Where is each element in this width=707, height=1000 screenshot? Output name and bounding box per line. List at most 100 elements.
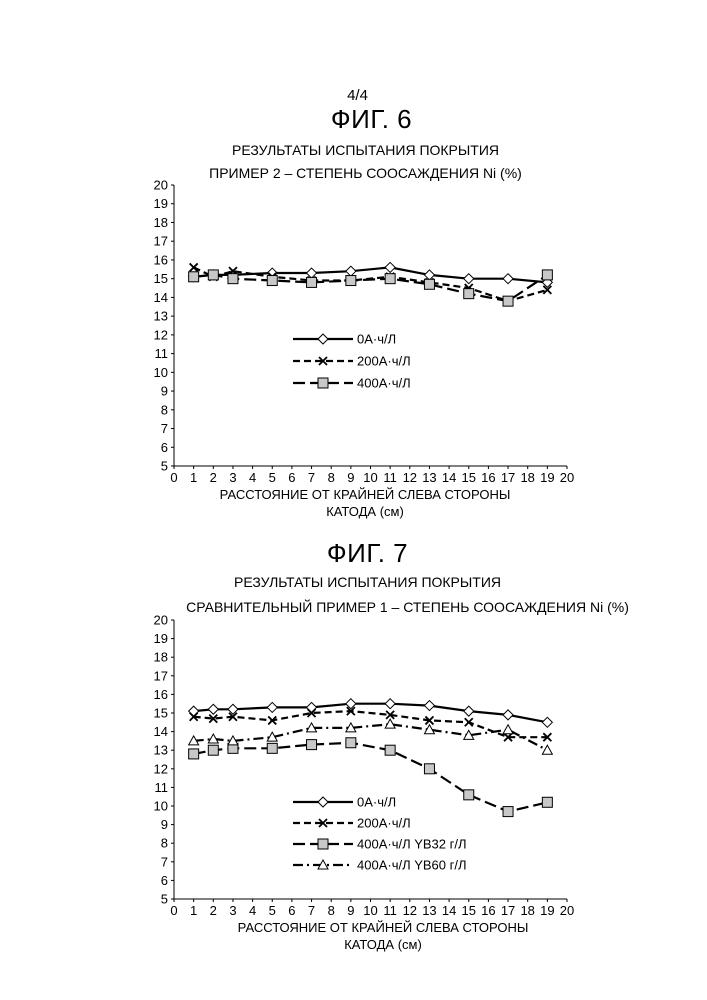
y-tick-label: 7 (161, 854, 168, 869)
x-tick-label: 6 (288, 470, 295, 485)
data-point (385, 745, 395, 755)
data-point (208, 745, 218, 755)
data-point (424, 764, 434, 774)
y-tick-label: 5 (161, 459, 168, 474)
x-tick-label: 19 (540, 903, 554, 918)
data-point (385, 262, 395, 272)
data-point (424, 701, 434, 711)
legend-label: 0А·ч/Л (357, 332, 396, 347)
x-tick-label: 0 (170, 903, 177, 918)
x-tick-label: 16 (481, 903, 495, 918)
x-tick-label: 7 (308, 470, 315, 485)
y-tick-label: 14 (154, 724, 168, 739)
data-point (464, 289, 474, 299)
data-point (346, 276, 356, 286)
y-tick-label: 7 (161, 421, 168, 436)
legend-label: 200А·ч/Л (357, 816, 411, 831)
data-point (190, 263, 198, 271)
x-tick-label: 20 (560, 470, 574, 485)
y-tick-label: 12 (154, 327, 168, 342)
legend: 0А·ч/Л200А·ч/Л400А·ч/Л YB32 г/Л400А·ч/Л … (293, 795, 467, 873)
x-tick-label: 18 (520, 470, 534, 485)
y-tick-label: 11 (155, 780, 169, 795)
x-tick-label: 3 (229, 470, 236, 485)
legend-label: 400А·ч/Л YB60 г/Л (357, 858, 467, 873)
data-point (267, 702, 277, 712)
legend-marker (318, 797, 328, 807)
figure-7-subtitle: РЕЗУЛЬТАТЫ ИСПЫТАНИЯ ПОКРЫТИЯ (14, 574, 707, 590)
data-point (464, 274, 474, 284)
x-axis-label: КАТОДА (см) (326, 504, 404, 519)
x-tick-label: 12 (403, 903, 417, 918)
data-point (307, 702, 317, 712)
legend-label: 200А·ч/Л (357, 354, 411, 369)
figure-7-title: ФИГ. 7 (14, 538, 707, 569)
data-point (503, 710, 513, 720)
y-tick-label: 6 (161, 873, 168, 888)
y-tick-label: 19 (154, 631, 168, 646)
x-tick-label: 0 (170, 470, 177, 485)
x-tick-label: 2 (210, 470, 217, 485)
data-point (189, 749, 199, 759)
x-tick-label: 10 (363, 903, 377, 918)
y-tick-label: 20 (154, 178, 168, 193)
y-tick-label: 9 (161, 817, 168, 832)
y-tick-label: 16 (154, 687, 168, 702)
x-tick-label: 1 (190, 903, 197, 918)
x-tick-label: 8 (328, 470, 335, 485)
y-tick-label: 18 (154, 215, 168, 230)
x-tick-label: 9 (347, 903, 354, 918)
y-tick-label: 17 (154, 234, 168, 249)
x-tick-label: 4 (249, 903, 256, 918)
data-point (189, 272, 199, 282)
data-point (424, 279, 434, 289)
x-tick-label: 11 (383, 470, 397, 485)
y-tick-label: 10 (154, 365, 168, 380)
y-tick-label: 13 (154, 743, 168, 758)
x-tick-label: 15 (462, 470, 476, 485)
x-tick-label: 20 (560, 903, 574, 918)
data-point (542, 745, 552, 754)
figure-7-chart: 5678910111213141516171819200123456789101… (0, 608, 707, 968)
y-tick-label: 14 (154, 290, 168, 305)
x-tick-label: 2 (210, 903, 217, 918)
x-tick-label: 17 (501, 903, 515, 918)
y-tick-label: 17 (154, 668, 168, 683)
x-tick-label: 4 (249, 470, 256, 485)
x-tick-label: 7 (308, 903, 315, 918)
legend-label: 400А·ч/Л YB32 г/Л (357, 837, 467, 852)
x-tick-label: 3 (229, 903, 236, 918)
y-tick-label: 19 (154, 196, 168, 211)
data-point (346, 266, 356, 276)
x-tick-label: 8 (328, 903, 335, 918)
x-tick-label: 12 (403, 470, 417, 485)
data-point (208, 704, 218, 714)
data-point (267, 743, 277, 753)
x-tick-label: 6 (288, 903, 295, 918)
x-tick-label: 13 (422, 470, 436, 485)
data-point (503, 807, 513, 817)
figure-6-title: ФИГ. 6 (18, 104, 707, 135)
data-point (542, 717, 552, 727)
data-point (542, 797, 552, 807)
y-tick-label: 11 (155, 346, 169, 361)
data-point (267, 276, 277, 286)
y-tick-label: 20 (154, 613, 168, 628)
legend-marker (318, 378, 328, 388)
x-tick-label: 14 (442, 470, 456, 485)
series-4 (189, 719, 553, 754)
data-point (208, 270, 218, 280)
x-tick-label: 9 (347, 470, 354, 485)
y-tick-label: 13 (154, 309, 168, 324)
y-tick-label: 9 (161, 384, 168, 399)
x-tick-label: 14 (442, 903, 456, 918)
y-tick-label: 12 (154, 761, 168, 776)
series-1 (189, 262, 553, 287)
x-tick-label: 18 (520, 903, 534, 918)
data-point (542, 270, 552, 280)
data-point (503, 296, 513, 306)
x-tick-label: 5 (269, 903, 276, 918)
x-tick-label: 10 (363, 470, 377, 485)
figure-6-chart: 5678910111213141516171819200123456789101… (0, 175, 707, 535)
x-tick-label: 15 (462, 903, 476, 918)
